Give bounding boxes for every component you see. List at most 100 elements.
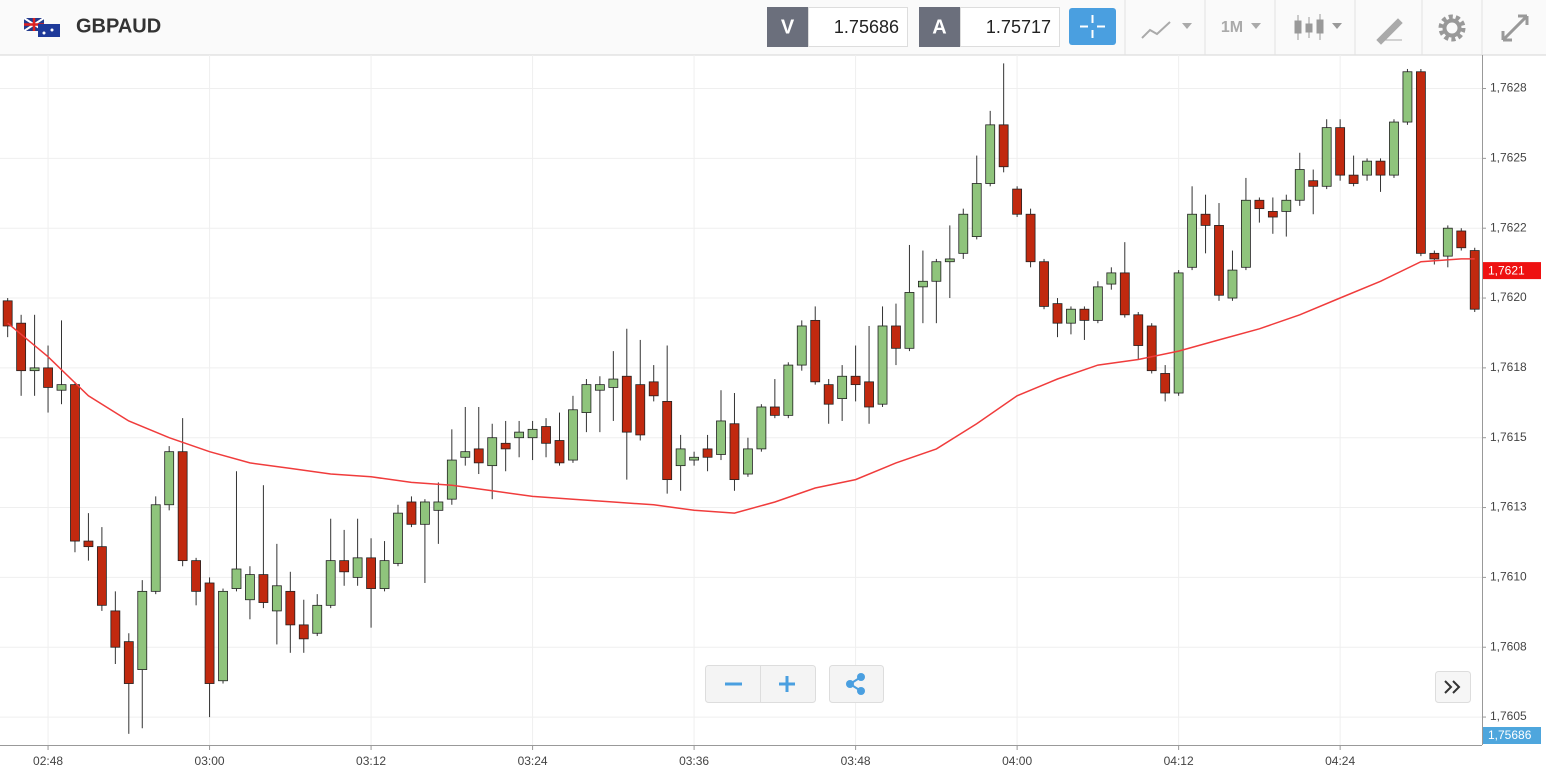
- zoom-in[interactable]: [779, 676, 795, 692]
- candle-body: [877, 325, 888, 405]
- candle-body: [918, 280, 928, 288]
- candle-body: [1052, 303, 1063, 324]
- candle-body: [743, 448, 753, 475]
- candle-body: [527, 428, 538, 439]
- timeframe[interactable]: 1M: [1221, 19, 1243, 36]
- candle-body: [164, 451, 175, 506]
- candle-body: [2, 300, 13, 327]
- candle-body: [1308, 180, 1319, 187]
- candle-body: [1415, 71, 1426, 254]
- candle-body: [379, 560, 390, 589]
- candle-body: [1442, 227, 1453, 257]
- last-price-tag: [1483, 262, 1541, 280]
- x-tick-label: 02:48: [33, 754, 63, 768]
- y-tick-label: 1,7625: [1490, 151, 1527, 165]
- candle-body: [406, 501, 417, 525]
- candle-body: [420, 501, 430, 525]
- candle-body: [554, 440, 565, 464]
- bid-value: 1.75686: [834, 17, 899, 37]
- moving-average-line: [7, 258, 1475, 514]
- candle-body: [1429, 252, 1440, 260]
- candle-body: [16, 322, 27, 372]
- x-tick-label: 03:12: [356, 754, 386, 768]
- candle-body: [1119, 272, 1130, 316]
- candle-body: [756, 406, 767, 450]
- candle-body: [1294, 169, 1305, 201]
- x-tick-label: 03:48: [841, 754, 871, 768]
- y-tick-label: 1,7618: [1490, 360, 1527, 374]
- candle-body: [541, 426, 551, 444]
- candle-body: [245, 574, 255, 601]
- candle-body: [1227, 269, 1238, 299]
- candle-body: [1133, 314, 1144, 346]
- fullscreen-button[interactable]: [1501, 14, 1529, 42]
- candle-body: [648, 381, 659, 397]
- crosshair-button[interactable]: [1069, 8, 1116, 45]
- candle-body: [716, 420, 726, 455]
- candle-body: [352, 557, 363, 578]
- indicator-button[interactable]: [1141, 21, 1192, 39]
- symbol: GBPAUD: [76, 15, 161, 37]
- ask-label: A: [932, 16, 946, 38]
- y-tick-label: 1,7620: [1490, 290, 1527, 304]
- candle-body: [823, 384, 834, 405]
- chart-type-button[interactable]: [1294, 14, 1342, 40]
- y-tick-label: 1,7613: [1490, 500, 1527, 514]
- x-tick-label: 03:24: [518, 754, 548, 768]
- candle-body: [837, 375, 848, 400]
- candle-body: [473, 448, 484, 464]
- candle-body: [1375, 160, 1386, 176]
- bid-button[interactable]: [767, 7, 808, 47]
- candle-body: [1254, 199, 1265, 210]
- separators: [1124, 0, 1483, 55]
- settings-button[interactable]: [1438, 14, 1466, 42]
- x-tick-label: 04:24: [1325, 754, 1355, 768]
- candle-body: [608, 378, 619, 388]
- share-button[interactable]: [829, 665, 884, 703]
- candle-body: [366, 557, 376, 589]
- candle-body: [1389, 121, 1399, 176]
- candle-body: [783, 364, 794, 416]
- candle-body: [1214, 225, 1224, 296]
- candle-body: [1025, 213, 1036, 263]
- candle-body: [1187, 213, 1197, 268]
- candle-body: [150, 504, 161, 592]
- candle-body: [1321, 127, 1332, 187]
- candle-body: [958, 213, 969, 254]
- candle-body: [810, 319, 821, 383]
- candle-body: [110, 610, 121, 648]
- candle-body: [675, 448, 686, 467]
- candle-body: [177, 451, 188, 562]
- candle-body: [1079, 308, 1090, 321]
- candle-body: [1241, 199, 1251, 268]
- candle-body: [1469, 250, 1480, 310]
- candle-body: [460, 451, 471, 458]
- candle-body: [985, 124, 996, 184]
- candle-body: [931, 261, 942, 282]
- candle-body: [1039, 261, 1049, 307]
- candle-body: [393, 512, 403, 564]
- candle-body: [971, 183, 982, 237]
- ask-button[interactable]: [919, 7, 960, 47]
- candle-body: [1402, 71, 1413, 123]
- ask-value: 1.75717: [986, 17, 1051, 37]
- candle-body: [231, 568, 242, 589]
- candle-body: [70, 384, 80, 542]
- scroll-end-button[interactable]: [1435, 671, 1471, 703]
- candle-body: [1281, 199, 1292, 212]
- candle-body: [1267, 211, 1278, 218]
- draw-button[interactable]: [1376, 18, 1403, 45]
- candle-body: [218, 590, 228, 682]
- x-tick-label: 04:00: [1002, 754, 1032, 768]
- ask-box: [960, 7, 1060, 47]
- x-tick-label: 03:36: [679, 754, 709, 768]
- candle-body: [325, 560, 336, 606]
- candle-body: [662, 400, 673, 481]
- x-tick-label: 04:12: [1164, 754, 1194, 768]
- candle-body: [312, 604, 323, 634]
- candle-body: [568, 409, 578, 461]
- x-tick-label: 03:00: [195, 754, 225, 768]
- bid-label: V: [781, 16, 795, 38]
- candle-body: [594, 384, 605, 391]
